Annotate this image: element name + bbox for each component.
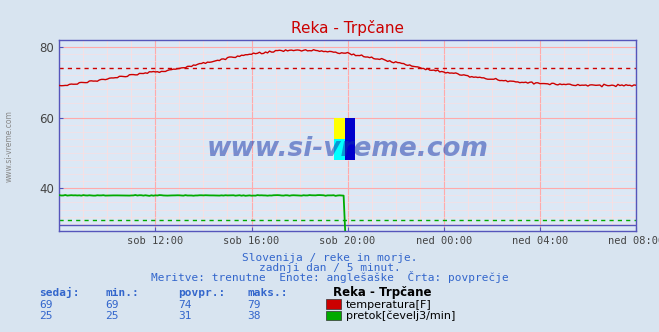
Text: 74: 74	[178, 300, 191, 310]
Text: 25: 25	[105, 311, 119, 321]
Text: www.si-vreme.com: www.si-vreme.com	[5, 110, 14, 182]
Text: zadnji dan / 5 minut.: zadnji dan / 5 minut.	[258, 263, 401, 273]
Text: pretok[čevelj3/min]: pretok[čevelj3/min]	[346, 311, 455, 321]
Text: maks.:: maks.:	[247, 288, 287, 298]
Text: povpr.:: povpr.:	[178, 288, 225, 298]
Text: 25: 25	[40, 311, 53, 321]
Title: Reka - Trpčane: Reka - Trpčane	[291, 20, 404, 36]
Text: 31: 31	[178, 311, 191, 321]
Text: Meritve: trenutne  Enote: anglešaške  Črta: povprečje: Meritve: trenutne Enote: anglešaške Črta…	[151, 271, 508, 283]
Text: temperatura[F]: temperatura[F]	[346, 300, 432, 310]
Text: Slovenija / reke in morje.: Slovenija / reke in morje.	[242, 253, 417, 263]
Bar	[334, 118, 345, 139]
Text: 69: 69	[40, 300, 53, 310]
Text: min.:: min.:	[105, 288, 139, 298]
Text: Reka - Trpčane: Reka - Trpčane	[333, 286, 431, 299]
Text: 69: 69	[105, 300, 119, 310]
Bar	[345, 118, 355, 160]
Text: sedaj:: sedaj:	[40, 287, 80, 298]
Text: www.si-vreme.com: www.si-vreme.com	[207, 136, 488, 162]
Text: 79: 79	[247, 300, 260, 310]
Text: 38: 38	[247, 311, 260, 321]
Bar	[334, 139, 345, 160]
